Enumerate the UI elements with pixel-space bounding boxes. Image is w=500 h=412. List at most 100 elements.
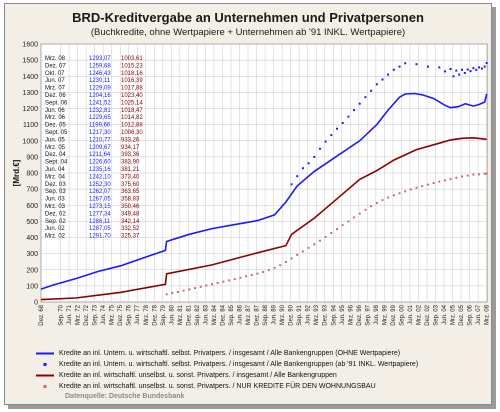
y-tick-label: 900 bbox=[26, 154, 38, 161]
data-point bbox=[421, 185, 424, 188]
series-line bbox=[40, 92, 488, 290]
data-point bbox=[452, 75, 455, 78]
data-point bbox=[404, 62, 407, 65]
table-value-blue: 1273,15 bbox=[89, 204, 111, 210]
data-point bbox=[381, 78, 384, 81]
data-point bbox=[461, 175, 463, 178]
chart-subtitle: (Buchkredite, ohne Wertpapiere + Unterne… bbox=[90, 27, 406, 38]
table-value-blue: 1230,11 bbox=[89, 78, 111, 84]
x-tick-label: Dez. 02 bbox=[425, 304, 431, 325]
data-point bbox=[296, 175, 299, 178]
data-point bbox=[375, 83, 378, 86]
table-date: Mrz. 04 bbox=[45, 174, 66, 180]
table-value-red: 934,17 bbox=[121, 145, 140, 151]
table-value-blue: 1217,30 bbox=[89, 130, 111, 136]
table-date: Jun. 07 bbox=[45, 78, 65, 84]
data-point bbox=[296, 253, 299, 256]
table-date: Dez. 03 bbox=[45, 182, 66, 188]
table-date: Dez. 02 bbox=[45, 211, 66, 217]
x-tick-label: Mrz. 99 bbox=[382, 304, 388, 325]
data-point bbox=[284, 261, 287, 263]
data-point bbox=[370, 89, 373, 92]
data-point bbox=[478, 173, 480, 176]
table-date: Dez. 05 bbox=[45, 123, 66, 129]
table-value-blue: 1293,07 bbox=[89, 56, 111, 62]
legend-label: Kredite an inl. Untern. u. wirtschaftl. … bbox=[59, 361, 419, 368]
data-point bbox=[194, 287, 196, 290]
x-tick-label: Dez. 72 bbox=[84, 304, 90, 325]
x-tick-label: Mrz. 75 bbox=[110, 304, 116, 325]
table-date: Sept. 05 bbox=[45, 130, 68, 136]
data-point bbox=[267, 269, 270, 272]
table-value-red: 332,52 bbox=[121, 226, 140, 232]
data-point bbox=[301, 250, 304, 253]
chart-title: BRD-Kreditvergabe an Unternehmen und Pri… bbox=[72, 10, 424, 25]
data-point bbox=[438, 66, 441, 69]
table-value-blue: 1229,09 bbox=[89, 86, 111, 92]
table-date: Mrz. 02 bbox=[45, 234, 66, 240]
data-point bbox=[432, 182, 435, 184]
data-point bbox=[458, 73, 461, 76]
x-tick-label: Dez. 75 bbox=[118, 304, 124, 325]
data-point bbox=[211, 283, 213, 286]
y-tick-label: 100 bbox=[26, 283, 38, 290]
data-point bbox=[165, 293, 168, 296]
table-value-blue: 1204,16 bbox=[89, 93, 111, 99]
table-value-blue: 1291,70 bbox=[89, 234, 111, 240]
table-value-red: 325,37 bbox=[121, 234, 140, 240]
x-tick-label: Mrz. 72 bbox=[76, 304, 82, 325]
table-date: Jun. 06 bbox=[45, 108, 65, 114]
x-tick-label: Mrz. 93 bbox=[314, 304, 320, 325]
table-value-red: 383,90 bbox=[121, 160, 140, 166]
data-point bbox=[461, 68, 463, 71]
data-point bbox=[375, 202, 378, 204]
data-point bbox=[273, 266, 276, 269]
table-value-blue: 1267,05 bbox=[89, 197, 111, 203]
data-point bbox=[472, 173, 475, 176]
data-point bbox=[480, 67, 483, 70]
source-note: Datenquelle: Deutsche Bundesbank bbox=[65, 393, 185, 400]
x-tick-label: Mrz. 84 bbox=[212, 304, 218, 325]
data-point bbox=[256, 272, 259, 275]
table-date: Sept. 04 bbox=[45, 160, 68, 166]
data-point bbox=[216, 282, 219, 284]
data-point bbox=[330, 232, 333, 234]
y-tick-label: 400 bbox=[26, 235, 38, 242]
table-value-blue: 1241,52 bbox=[89, 100, 111, 106]
data-point bbox=[199, 285, 202, 288]
legend-item: Kredite an inl. Untern. u. wirtschaftl. … bbox=[35, 359, 485, 370]
data-point bbox=[469, 70, 472, 73]
x-tick-label: Mrz. 96 bbox=[348, 304, 354, 325]
data-point bbox=[250, 273, 253, 276]
data-point bbox=[444, 179, 446, 182]
legend-item: Kredite an inl. wirtschaftl. unselbst. u… bbox=[35, 381, 485, 392]
data-point bbox=[358, 212, 361, 215]
data-point bbox=[188, 288, 191, 291]
data-point bbox=[478, 66, 480, 69]
chart-svg: 0 100 200 300 400 500 600 700 800 900 1000 1100 1200… bbox=[12, 42, 491, 326]
y-tick-label: 200 bbox=[26, 267, 38, 274]
data-point bbox=[182, 289, 185, 292]
x-tick-label: Dez. 90 bbox=[289, 304, 295, 325]
data-point bbox=[404, 190, 407, 193]
data-point bbox=[455, 69, 458, 72]
legend-swatch-line-blue bbox=[36, 352, 54, 355]
data-point bbox=[307, 246, 310, 249]
table-value-red: 342,14 bbox=[121, 219, 140, 225]
x-tick-label: Sep. 94 bbox=[331, 304, 337, 325]
table-date: Jun. 04 bbox=[45, 167, 65, 173]
table-value-red: 349,48 bbox=[121, 211, 140, 217]
table-value-red: 373,40 bbox=[121, 174, 140, 180]
x-tick-label: Dez. 87 bbox=[255, 304, 261, 325]
data-point bbox=[176, 291, 179, 293]
data-point bbox=[381, 199, 384, 202]
x-tick-label: Jun. 89 bbox=[272, 304, 278, 324]
table-date: Okt. 07 bbox=[45, 71, 65, 77]
table-value-red: 393,36 bbox=[121, 152, 140, 158]
x-tick-label: Sep. 06 bbox=[468, 304, 474, 325]
table-value-red: 1017,88 bbox=[121, 86, 143, 92]
table-value-blue: 1199,66 bbox=[89, 123, 111, 129]
data-point bbox=[336, 127, 338, 130]
x-tick-label: Sep. 03 bbox=[434, 304, 440, 325]
data-point bbox=[205, 284, 208, 287]
